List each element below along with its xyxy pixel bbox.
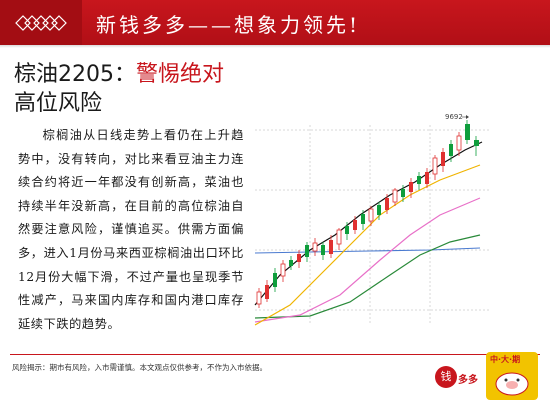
duoduo-logo-mark: 钱	[435, 366, 457, 388]
candlestick-chart: 9692	[254, 113, 490, 326]
header-slogan: 新钱多多——想象力领先!	[96, 13, 361, 37]
article-text: 棕榈油从日线走势上看仍在上升趋势中，没有转向，对比来看豆油主力连续合约将近一年都…	[18, 128, 244, 331]
ma-black-line	[254, 141, 483, 306]
title-line2: 高位风险	[14, 91, 103, 116]
title-highlight: 警惕绝对	[136, 62, 225, 87]
duoduo-logo: 钱 多多	[433, 356, 485, 400]
mascot-logo: 中·大·期	[486, 352, 538, 400]
ma-green-line	[254, 234, 481, 319]
brand-logo	[0, 0, 82, 45]
ma-blue-line	[254, 247, 481, 254]
footer-divider	[10, 354, 540, 355]
mascot-logo-text: 中·大·期	[490, 355, 521, 364]
duoduo-logo-text: 多多	[458, 375, 478, 386]
risk-disclaimer: 风险揭示：期市有风险，入市需谨慎。本文观点仅供参考，不作为入市依据。	[12, 363, 267, 372]
article-body: 棕榈油从日线走势上看仍在上升趋势中，没有转向，对比来看豆油主力连续合约将近一年都…	[18, 124, 244, 336]
chart-grid	[255, 125, 490, 325]
high-price-label: 9692	[445, 113, 463, 121]
header-banner: 新钱多多——想象力领先!	[0, 0, 550, 45]
title-prefix: 棕油2205：	[14, 62, 136, 87]
ma-pink-line	[254, 197, 481, 323]
header-shadow	[0, 45, 550, 48]
article-title: 棕油2205：警惕绝对 高位风险	[14, 60, 254, 118]
candles	[256, 120, 479, 308]
ma-yellow-line	[254, 164, 481, 326]
